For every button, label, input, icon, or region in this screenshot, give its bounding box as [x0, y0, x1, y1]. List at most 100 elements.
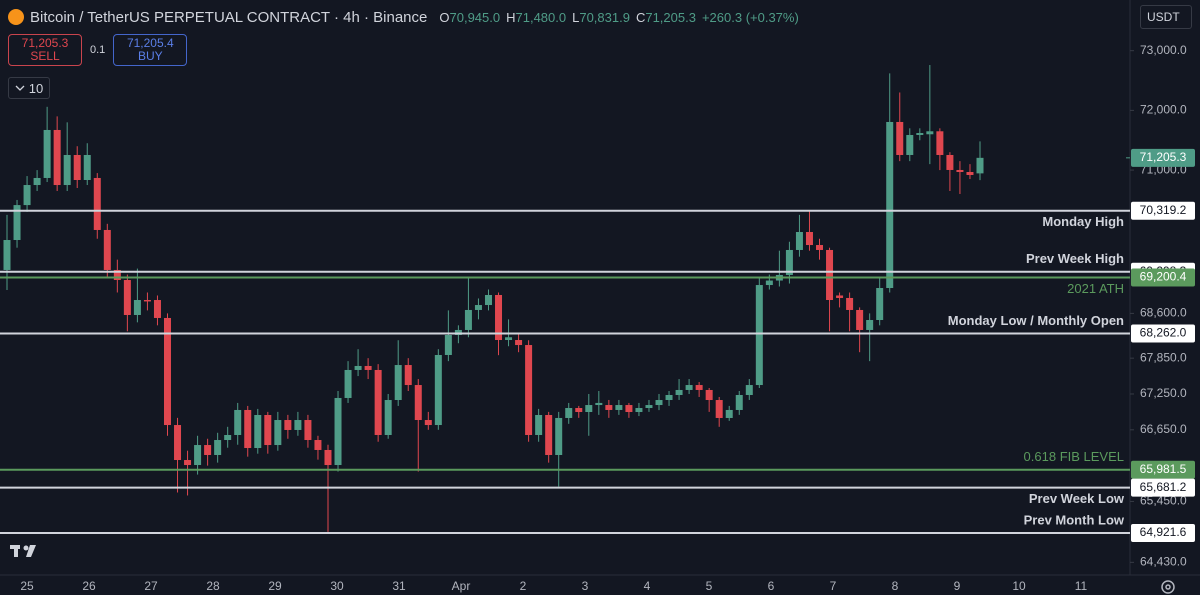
- candle-body: [575, 408, 583, 413]
- candle-body: [625, 405, 633, 413]
- tv-logo: [10, 545, 36, 557]
- x-tick-label: 29: [268, 579, 282, 593]
- currency: USDT: [1147, 10, 1180, 24]
- candle-body: [73, 154, 81, 181]
- last-price-label: 71,205.3: [1140, 150, 1187, 164]
- sell-button[interactable]: 71,205.3 SELL: [8, 34, 82, 66]
- candle-body: [83, 154, 91, 181]
- candle-body: [976, 157, 984, 174]
- candle-body: [133, 300, 141, 315]
- x-tick-label: 4: [644, 579, 651, 593]
- candle-body: [816, 245, 824, 250]
- candle-body: [284, 420, 292, 430]
- ohlc-value: 71,480.0: [515, 9, 567, 25]
- trade-panel: 71,205.3 SELL 0.1 71,205.4 BUY: [8, 34, 188, 66]
- candle-body: [535, 414, 543, 435]
- change: +260.3 (+0.37%): [701, 9, 799, 25]
- candle-body: [906, 134, 914, 155]
- candle-body: [836, 295, 844, 298]
- candle-body: [755, 285, 763, 386]
- level-price-box: [1131, 201, 1195, 220]
- x-tick-label: 6: [768, 579, 775, 593]
- candle-body: [605, 405, 613, 410]
- candle-body: [304, 420, 312, 441]
- level-price-label: 70,319.2: [1140, 203, 1187, 217]
- level-price-label: 68,262.0: [1140, 326, 1187, 340]
- candle-body: [515, 340, 523, 346]
- candle-body: [615, 405, 623, 410]
- indicator-count: 10: [28, 80, 44, 96]
- x-tick-label: 10: [1012, 579, 1026, 593]
- candle-body: [274, 420, 282, 446]
- candle-body: [545, 414, 553, 455]
- candle-body: [214, 440, 222, 455]
- indicator-toggle[interactable]: 10: [8, 77, 50, 99]
- x-tick-label: 9: [954, 579, 961, 593]
- candle-body: [926, 131, 934, 135]
- quantity[interactable]: 0.1: [90, 44, 106, 56]
- candle-body: [63, 154, 71, 186]
- candle-body: [424, 420, 432, 426]
- candles: [3, 65, 984, 532]
- coin-logo: [8, 9, 24, 25]
- level-price-box: [1131, 460, 1195, 479]
- level-price-box: [1131, 268, 1195, 287]
- buy-price: 71,205.4: [126, 36, 174, 50]
- y-tick-label: 64,430.0: [1140, 555, 1187, 569]
- x-tick-label: 8: [892, 579, 899, 593]
- candle-body: [785, 249, 793, 275]
- ohlc-value: 70,945.0: [449, 9, 501, 25]
- candle-body: [595, 402, 603, 406]
- candle-body: [474, 305, 482, 310]
- candle-body: [966, 172, 974, 175]
- candle-body: [745, 385, 753, 395]
- level-price-label: 64,921.6: [1140, 525, 1187, 539]
- candle-body: [675, 389, 683, 395]
- level-price-box: [1131, 523, 1195, 542]
- candle-body: [254, 414, 262, 449]
- candle-body: [725, 409, 733, 418]
- candle-body: [434, 354, 442, 426]
- candle-body: [264, 414, 272, 446]
- candle-body: [956, 169, 964, 173]
- level-name: Prev Week High: [1026, 251, 1124, 266]
- currency-selector[interactable]: USDT: [1140, 5, 1192, 29]
- candle-body: [635, 408, 643, 413]
- buy-label: BUY: [137, 49, 163, 63]
- candle-body: [464, 309, 472, 330]
- candle-body: [735, 394, 743, 410]
- candle-body: [374, 369, 382, 435]
- y-tick-label: 72,000.0: [1140, 103, 1187, 117]
- candle-body: [163, 317, 171, 426]
- candle-body: [33, 177, 41, 186]
- candle-body: [495, 294, 503, 341]
- candle-body: [23, 185, 31, 206]
- ohlc-value: 71,205.3: [645, 9, 696, 25]
- level-name: Monday High: [1042, 214, 1124, 229]
- candle-body: [876, 288, 884, 321]
- settings-icon[interactable]: [1161, 580, 1175, 594]
- candle-body: [454, 329, 462, 335]
- candle-body: [444, 334, 452, 355]
- candle-body: [184, 460, 192, 466]
- x-tick-label: 7: [830, 579, 837, 593]
- candle-body: [795, 232, 803, 250]
- x-tick-label: Apr: [452, 579, 471, 593]
- candle-body: [224, 434, 232, 441]
- candle-body: [13, 205, 21, 241]
- candle-body: [896, 121, 904, 155]
- candle-body: [3, 240, 11, 270]
- candle-body: [354, 365, 362, 370]
- buy-button[interactable]: 71,205.4 BUY: [113, 34, 188, 66]
- candle-body: [194, 445, 202, 466]
- candle-body: [404, 365, 412, 386]
- level-price-box: [1131, 324, 1195, 343]
- ohlc-key: L: [572, 9, 580, 25]
- ohlc-key: H: [506, 9, 516, 25]
- symbol-title[interactable]: Bitcoin / TetherUS PERPETUAL CONTRACT · …: [30, 8, 428, 26]
- x-tick-label: 11: [1075, 579, 1088, 593]
- candle-body: [113, 269, 121, 281]
